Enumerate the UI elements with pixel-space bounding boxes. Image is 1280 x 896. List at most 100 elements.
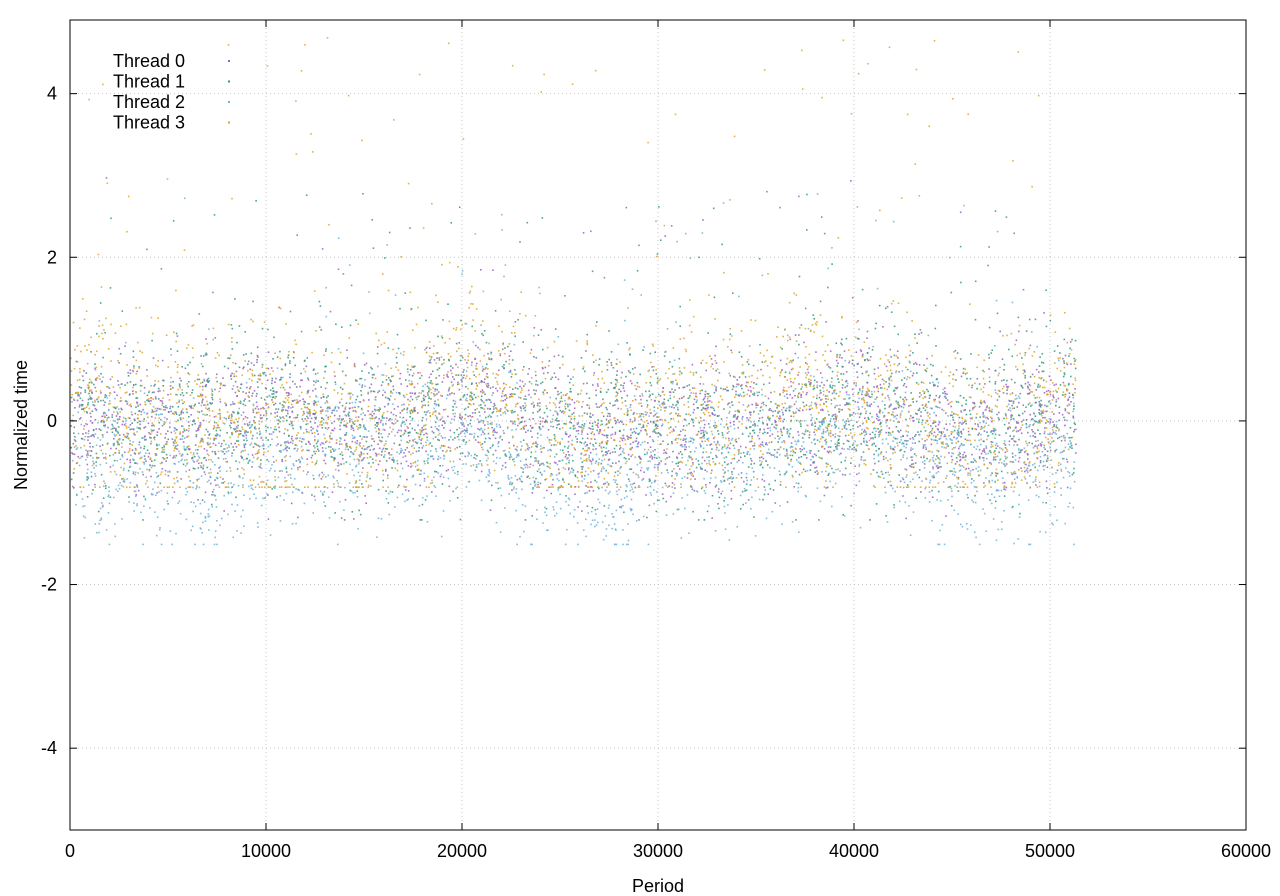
data-point: [995, 475, 997, 477]
data-point: [161, 446, 164, 449]
data-point: [379, 408, 381, 410]
data-point: [845, 337, 848, 340]
data-point: [899, 396, 902, 399]
data-point: [274, 470, 276, 472]
data-point: [522, 426, 525, 429]
data-point: [535, 457, 538, 460]
data-point: [768, 382, 771, 384]
data-point: [614, 419, 616, 422]
data-point: [665, 500, 668, 503]
data-point: [928, 394, 931, 397]
data-point: [233, 449, 235, 451]
data-point: [567, 440, 570, 443]
data-point: [382, 389, 385, 392]
data-point: [313, 495, 316, 498]
data-point: [933, 383, 935, 386]
data-point: [526, 476, 528, 478]
data-point: [762, 421, 764, 424]
data-point: [166, 441, 168, 443]
data-point: [712, 407, 715, 410]
data-point: [80, 403, 83, 406]
data-point: [543, 411, 546, 414]
data-point: [976, 490, 978, 493]
data-point: [480, 269, 482, 271]
data-point: [436, 383, 439, 385]
data-point: [752, 393, 754, 396]
data-point: [539, 420, 542, 423]
data-point: [630, 508, 633, 511]
data-point: [823, 384, 825, 386]
data-point: [577, 471, 579, 473]
data-point: [310, 417, 313, 420]
data-point: [89, 412, 92, 415]
data-point: [300, 428, 302, 430]
data-point: [492, 444, 494, 446]
data-point: [188, 405, 191, 407]
data-point: [523, 366, 525, 368]
data-point: [795, 419, 798, 422]
data-point: [341, 404, 344, 407]
data-point: [132, 384, 135, 386]
data-point: [630, 468, 633, 470]
data-point: [235, 430, 237, 433]
data-point: [320, 406, 322, 409]
data-point: [436, 352, 439, 354]
data-point: [296, 414, 299, 416]
data-point: [368, 445, 370, 448]
data-point: [99, 463, 102, 466]
data-point: [385, 417, 388, 419]
data-point: [1052, 395, 1054, 398]
data-point: [86, 423, 88, 426]
data-point: [1040, 445, 1042, 447]
data-point: [282, 386, 285, 389]
data-point: [377, 346, 379, 348]
data-point: [952, 373, 955, 376]
data-point: [135, 383, 137, 386]
data-point: [156, 431, 159, 433]
data-point: [852, 399, 854, 402]
data-point: [403, 408, 406, 410]
data-point: [594, 438, 596, 441]
data-point: [334, 468, 337, 471]
data-point: [172, 412, 174, 415]
data-point: [98, 428, 100, 430]
data-point: [257, 356, 259, 358]
data-point: [1037, 429, 1039, 431]
data-point: [853, 446, 855, 449]
data-point: [568, 461, 570, 464]
data-point: [229, 357, 231, 360]
data-point: [582, 447, 584, 450]
data-point: [1018, 456, 1021, 459]
data-point: [176, 335, 179, 337]
data-point: [211, 394, 214, 396]
data-point: [483, 330, 486, 332]
data-point: [695, 371, 698, 374]
data-point: [442, 420, 444, 422]
data-point: [509, 371, 512, 373]
data-point: [334, 512, 336, 514]
data-point: [664, 451, 667, 454]
data-point: [648, 478, 651, 480]
data-point: [816, 473, 819, 475]
data-point: [488, 358, 491, 361]
data-point: [815, 403, 818, 406]
data-point: [499, 410, 502, 412]
data-point: [673, 430, 675, 432]
data-point: [676, 400, 678, 403]
data-point: [805, 393, 808, 396]
data-point: [439, 475, 442, 478]
data-point: [99, 378, 101, 380]
data-point: [149, 507, 151, 509]
data-point: [810, 413, 812, 416]
data-point: [350, 418, 353, 421]
data-point: [1012, 505, 1014, 508]
data-point: [248, 421, 251, 424]
data-point: [953, 422, 956, 424]
data-point: [840, 373, 842, 375]
data-point: [436, 418, 438, 420]
data-point: [974, 280, 977, 283]
data-point: [834, 415, 837, 418]
data-point: [511, 482, 513, 484]
data-point: [606, 434, 609, 437]
data-point: [391, 491, 394, 493]
